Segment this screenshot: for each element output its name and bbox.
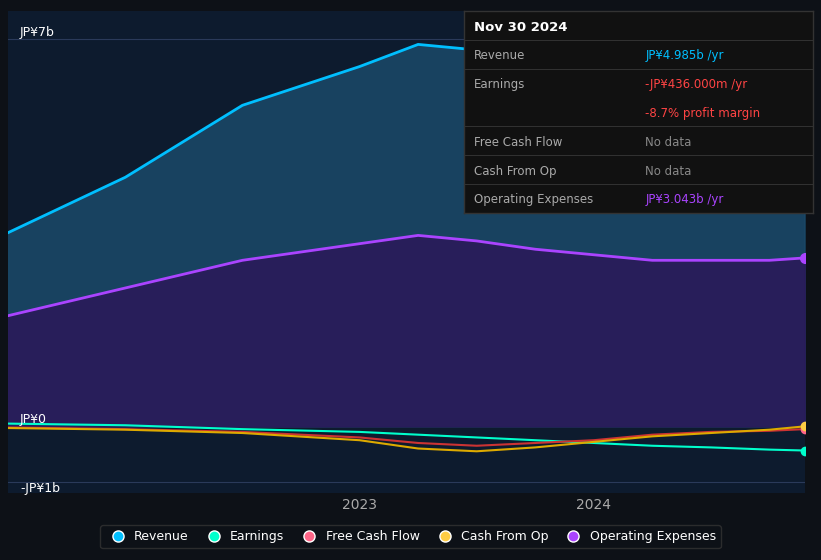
- Text: No data: No data: [645, 136, 691, 149]
- Text: Revenue: Revenue: [475, 49, 525, 62]
- Text: Free Cash Flow: Free Cash Flow: [475, 136, 562, 149]
- Text: -8.7% profit margin: -8.7% profit margin: [645, 107, 760, 120]
- Text: Earnings: Earnings: [475, 78, 525, 91]
- Legend: Revenue, Earnings, Free Cash Flow, Cash From Op, Operating Expenses: Revenue, Earnings, Free Cash Flow, Cash …: [100, 525, 721, 548]
- Text: Cash From Op: Cash From Op: [475, 165, 557, 178]
- Text: -JP¥1b: -JP¥1b: [20, 482, 60, 494]
- Text: Operating Expenses: Operating Expenses: [475, 193, 594, 206]
- Text: -JP¥436.000m /yr: -JP¥436.000m /yr: [645, 78, 748, 91]
- Text: Nov 30 2024: Nov 30 2024: [475, 21, 568, 34]
- Text: JP¥3.043b /yr: JP¥3.043b /yr: [645, 193, 723, 206]
- Text: JP¥7b: JP¥7b: [20, 26, 55, 39]
- Text: JP¥0: JP¥0: [20, 413, 47, 426]
- Text: No data: No data: [645, 165, 691, 178]
- Text: JP¥4.985b /yr: JP¥4.985b /yr: [645, 49, 724, 62]
